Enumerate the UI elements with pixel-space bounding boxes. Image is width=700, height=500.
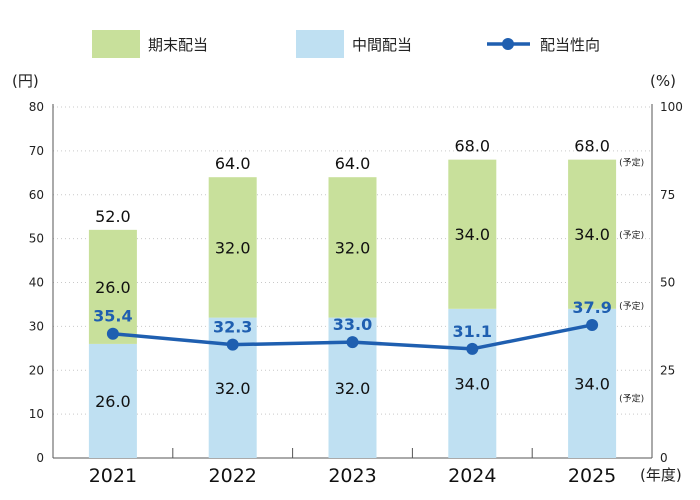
forecast-notes: (予定) (予定) (予定) (予定) [619, 157, 644, 405]
legend-swatch-final [92, 30, 140, 58]
bar-final [88, 229, 137, 344]
left-tick-label: 40 [29, 276, 44, 290]
legend-label-interim: 中間配当 [352, 36, 412, 54]
forecast-note: (予定) [619, 392, 644, 404]
legend-marker-ratio [502, 38, 514, 50]
total-value-label: 68.0 [454, 137, 490, 156]
left-tick-label: 60 [29, 188, 44, 202]
right-tick-label: 75 [660, 188, 675, 202]
right-tick-label: 0 [660, 451, 668, 465]
x-tick-label: 2024 [448, 465, 496, 487]
total-value-label: 64.0 [215, 154, 251, 173]
right-axis-unit: (%) [650, 72, 676, 90]
interim-value-label: 26.0 [95, 392, 131, 411]
final-value-label: 32.0 [215, 238, 251, 257]
bar-final [328, 177, 377, 318]
payout-ratio-label: 37.9 [572, 298, 611, 317]
bar-interim [568, 308, 617, 458]
interim-value-label: 34.0 [454, 374, 490, 393]
bar-interim [88, 343, 137, 458]
left-tick-label: 10 [29, 407, 44, 421]
payout-ratio-line [106, 318, 599, 355]
bar-final [568, 159, 617, 309]
final-value-label: 32.0 [335, 238, 371, 257]
left-tick-label: 0 [36, 451, 44, 465]
data-labels: 26.0 26.0 52.0 32.0 32.0 64.0 32.0 32.0 64.0 34.0… [93, 137, 612, 411]
axis-ticks: 0 10 20 30 40 50 60 70 80 0 25 50 75 100 2021 2022 2023 2… [29, 100, 683, 487]
left-axis-unit: (円) [12, 72, 39, 90]
interim-value-label: 32.0 [215, 379, 251, 398]
left-tick-label: 70 [29, 144, 44, 158]
bar-final [448, 159, 497, 309]
total-value-label: 64.0 [335, 154, 371, 173]
forecast-note: (予定) [619, 300, 644, 312]
forecast-note: (予定) [619, 229, 644, 241]
interim-value-label: 34.0 [574, 374, 610, 393]
interim-value-label: 32.0 [335, 379, 371, 398]
left-tick-label: 20 [29, 363, 44, 377]
payout-ratio-point [346, 336, 359, 349]
total-value-label: 52.0 [95, 207, 131, 226]
right-tick-label: 50 [660, 276, 675, 290]
legend: 期末配当 中間配当 配当性向 [92, 30, 600, 58]
x-tick-label: 2023 [328, 465, 376, 487]
bar-final [208, 177, 257, 318]
legend-swatch-interim [296, 30, 344, 58]
forecast-note: (予定) [619, 157, 644, 169]
payout-ratio-label: 32.3 [213, 318, 252, 337]
x-axis-unit: (年度) [640, 466, 682, 484]
left-tick-label: 80 [29, 100, 44, 114]
x-tick-label: 2025 [568, 465, 616, 487]
payout-ratio-point [226, 338, 239, 351]
legend-label-ratio: 配当性向 [540, 36, 600, 54]
payout-ratio-label: 33.0 [333, 315, 372, 334]
right-tick-label: 25 [660, 363, 675, 377]
right-tick-label: 100 [660, 100, 683, 114]
left-tick-label: 30 [29, 319, 44, 333]
payout-ratio-label: 31.1 [453, 322, 492, 341]
payout-ratio-point [106, 327, 119, 340]
left-tick-label: 50 [29, 232, 44, 246]
payout-ratio-label: 35.4 [93, 307, 132, 326]
final-value-label: 34.0 [574, 225, 610, 244]
payout-ratio-point [586, 318, 599, 331]
bar-interim [448, 308, 497, 458]
payout-ratio-point [466, 342, 479, 355]
final-value-label: 34.0 [454, 225, 490, 244]
legend-label-final: 期末配当 [148, 36, 208, 54]
x-tick-label: 2022 [209, 465, 257, 487]
x-tick-label: 2021 [89, 465, 137, 487]
final-value-label: 26.0 [95, 278, 131, 297]
total-value-label: 68.0 [574, 137, 610, 156]
bars [88, 159, 617, 458]
